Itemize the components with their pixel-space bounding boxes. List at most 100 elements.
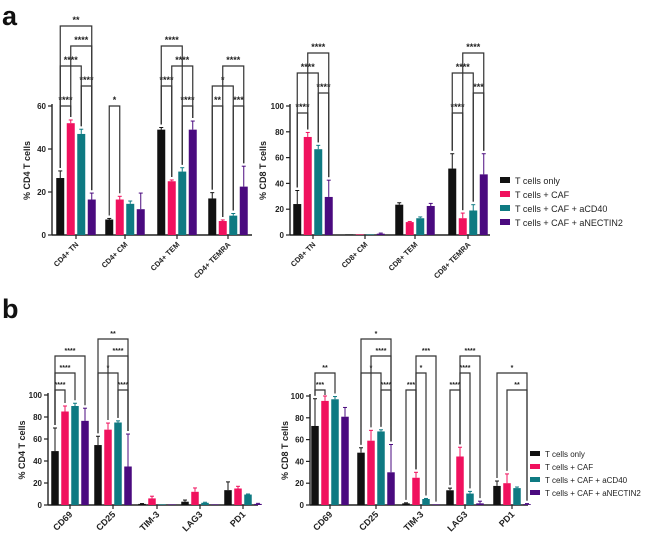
bar-cd4-tem-t-cells-only — [157, 129, 166, 235]
y-tick-label: 20 — [33, 479, 42, 488]
significance-label: **** — [79, 75, 94, 85]
bar-cd25-t-cells-only — [357, 452, 365, 505]
bar-cd4-temra-t-cells-only — [208, 198, 217, 235]
bar-cd8-cm-t-cells-caf — [355, 234, 364, 235]
legend-swatch-t-cells-caf-acd40 — [530, 477, 540, 482]
legend: T cells only T cells + CAF T cells + CAF +… — [500, 176, 623, 228]
significance-label: **** — [74, 35, 89, 45]
significance-label: *** — [422, 348, 430, 355]
x-tick-label: CD25 — [357, 509, 380, 532]
bar-tim-3-t-cells-caf-anectin2 — [168, 504, 176, 505]
bar-cd69-t-cells-caf-acd40 — [331, 399, 339, 505]
significance-label: **** — [65, 348, 76, 355]
bar-cd8-tn-t-cells-caf-acd40 — [314, 149, 323, 235]
bar-cd69-t-cells-caf — [321, 400, 329, 505]
y-tick-label: 40 — [295, 457, 304, 466]
x-tick-label: LAG3 — [445, 509, 469, 533]
legend-label-t-cells-caf-acd40: T cells + CAF + aCD40 — [515, 204, 607, 214]
bar-lag3-t-cells-caf — [456, 456, 464, 505]
bar-cd8-tem-t-cells-caf — [405, 222, 414, 235]
bar-pd1-t-cells-caf — [234, 488, 242, 505]
x-tick-label: CD8+ CM — [340, 240, 370, 270]
bar-cd8-tem-t-cells-only — [395, 204, 404, 235]
significance-bracket — [360, 338, 392, 445]
bar-cd4-tem-t-cells-caf — [167, 181, 176, 235]
bar-cd25-t-cells-caf-acd40 — [114, 422, 122, 505]
bar-cd25-t-cells-caf-anectin2 — [124, 466, 132, 505]
bar-tim-3-t-cells-caf-acd40 — [158, 504, 166, 505]
significance-label: **** — [460, 365, 471, 372]
y-axis-title: % CD8 T cells — [258, 141, 268, 200]
bar-lag3-t-cells-only — [181, 501, 189, 505]
y-tick-label: 20 — [37, 188, 46, 197]
bar-cd8-cm-t-cells-caf-acd40 — [366, 234, 375, 235]
significance-label: **** — [226, 55, 241, 65]
bar-lag3-t-cells-only — [446, 490, 454, 505]
significance-label: * — [420, 365, 423, 372]
y-tick-label: 40 — [275, 179, 284, 188]
legend-swatch-t-cells-caf — [530, 464, 540, 469]
significance-label: * — [113, 95, 117, 105]
significance-label: **** — [118, 382, 129, 389]
legend-swatch-t-cells-caf-acd40 — [500, 205, 510, 211]
significance-bracket — [314, 372, 336, 396]
significance-bracket — [222, 65, 245, 217]
x-tick-label: CD4+ TEM — [149, 240, 182, 273]
bar-cd4-cm-t-cells-only — [105, 219, 114, 235]
bar-tim-3-t-cells-caf — [412, 477, 420, 505]
significance-label: * — [511, 365, 514, 372]
legend-label-t-cells-caf-acd40: T cells + CAF + aCD40 — [545, 476, 628, 485]
y-tick-label: 20 — [295, 479, 304, 488]
bar-cd8-tem-t-cells-caf-anectin2 — [426, 205, 435, 235]
y-tick-label: 80 — [275, 128, 284, 137]
panel-letter-b: b — [2, 294, 19, 324]
y-tick-label: 80 — [295, 414, 304, 423]
significance-bracket — [54, 355, 86, 425]
significance-label: **** — [465, 348, 476, 355]
bar-cd4-temra-t-cells-caf-anectin2 — [239, 186, 248, 235]
bar-cd4-temra-t-cells-caf-acd40 — [229, 215, 238, 235]
bar-cd8-tn-t-cells-caf — [303, 136, 312, 235]
x-tick-label: PD1 — [228, 509, 247, 528]
bar-cd4-tn-t-cells-only — [56, 178, 65, 235]
chart-b-cd8-markers: 0 20 40 60 80 100 % CD8 T cells CD69 CD25 TIM-3 LA… — [280, 331, 641, 533]
bar-lag3-t-cells-caf-anectin2 — [476, 503, 484, 505]
significance-label: **** — [450, 382, 461, 389]
bar-cd4-tn-t-cells-caf — [66, 123, 75, 235]
significance-label: **** — [113, 348, 124, 355]
y-tick-label: 60 — [37, 102, 46, 111]
x-tick-label: CD4+ TN — [52, 240, 81, 269]
significance-bracket — [459, 355, 481, 499]
legend-label-t-cells-caf: T cells + CAF — [515, 190, 570, 200]
significance-label: **** — [180, 95, 195, 105]
x-tick-label: CD69 — [51, 509, 74, 532]
x-tick-label: CD25 — [94, 509, 117, 532]
bar-cd69-t-cells-only — [311, 425, 319, 505]
significance-label: ** — [72, 15, 80, 25]
significance-label: **** — [316, 82, 331, 92]
bar-cd4-temra-t-cells-caf — [218, 221, 227, 235]
bar-cd25-t-cells-caf — [367, 440, 375, 505]
bar-tim-3-t-cells-only — [138, 503, 146, 505]
bar-cd8-cm-t-cells-only — [345, 234, 354, 235]
significance-label: **** — [376, 348, 387, 355]
bar-cd69-t-cells-caf-anectin2 — [341, 416, 349, 505]
legend-swatch-t-cells-caf-anectin2 — [500, 219, 510, 225]
bar-cd4-cm-t-cells-caf-anectin2 — [136, 209, 145, 235]
bar-lag3-t-cells-caf-acd40 — [201, 502, 209, 505]
significance-label: **** — [450, 102, 465, 112]
y-tick-label: 100 — [29, 391, 43, 400]
bar-pd1-t-cells-caf — [503, 483, 511, 505]
legend-label-t-cells-only: T cells only — [515, 176, 560, 186]
legend-swatch-t-cells-only — [530, 451, 540, 456]
significance-label: * — [375, 331, 378, 338]
significance-label: **** — [381, 382, 392, 389]
significance-bracket — [415, 355, 437, 502]
significance-bracket — [314, 389, 326, 396]
legend-label-t-cells-caf: T cells + CAF — [545, 463, 593, 472]
y-tick-label: 100 — [271, 102, 285, 111]
y-tick-label: 20 — [275, 205, 284, 214]
bar-cd4-tn-t-cells-caf-anectin2 — [87, 199, 96, 235]
bar-pd1-t-cells-caf-anectin2 — [254, 503, 262, 505]
